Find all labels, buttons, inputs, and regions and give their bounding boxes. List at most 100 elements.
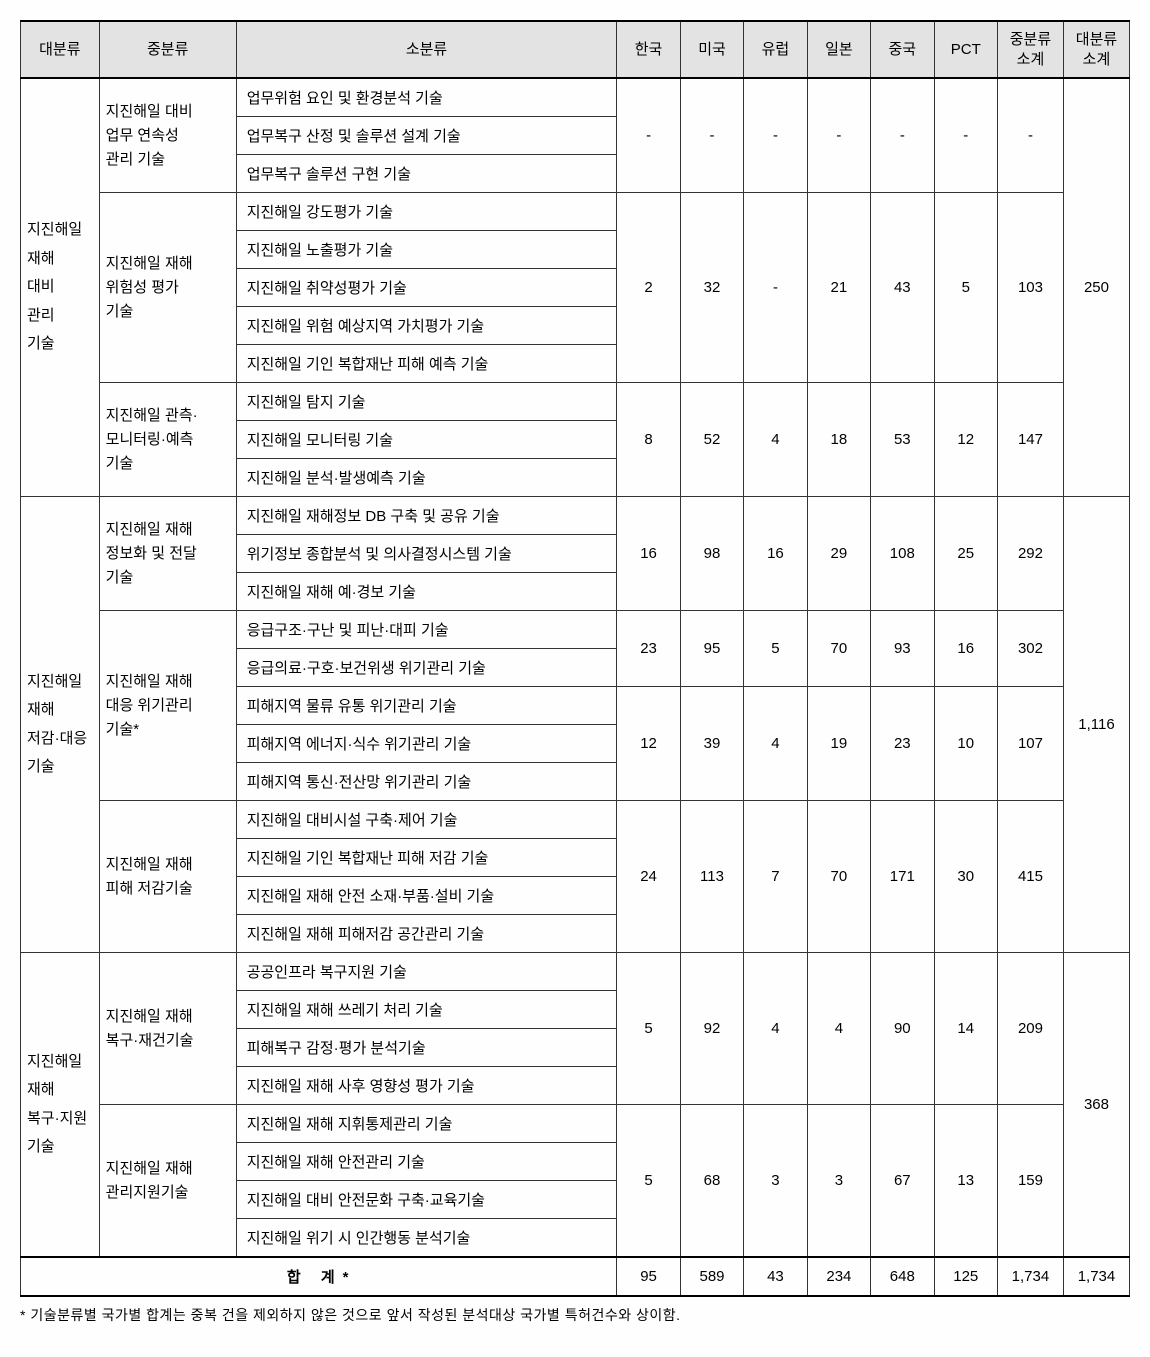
value-cell: 368 bbox=[1063, 953, 1129, 1258]
totals-value: 95 bbox=[617, 1257, 680, 1296]
value-cell: 209 bbox=[997, 953, 1063, 1105]
sub-category: 공공인프라 복구지원 기술 bbox=[236, 953, 617, 991]
value-cell: 250 bbox=[1063, 78, 1129, 497]
table-header-row: 대분류중분류소분류한국미국유럽일본중국PCT중분류 소계대분류 소계 bbox=[21, 21, 1130, 78]
value-cell: 39 bbox=[680, 687, 743, 801]
value-cell: 5 bbox=[617, 953, 680, 1105]
value-cell: 21 bbox=[807, 193, 870, 383]
value-cell: 92 bbox=[680, 953, 743, 1105]
value-cell: 16 bbox=[617, 497, 680, 611]
value-cell: 4 bbox=[744, 953, 807, 1105]
sub-category: 지진해일 취약성평가 기술 bbox=[236, 269, 617, 307]
col-header: 중국 bbox=[871, 21, 934, 78]
value-cell: 16 bbox=[934, 611, 997, 687]
value-cell: 29 bbox=[807, 497, 870, 611]
totals-label: 합 계* bbox=[21, 1257, 617, 1296]
value-cell: 415 bbox=[997, 801, 1063, 953]
sub-category: 응급구조·구난 및 피난·대피 기술 bbox=[236, 611, 617, 649]
value-cell: 302 bbox=[997, 611, 1063, 687]
col-header: 대분류 소계 bbox=[1063, 21, 1129, 78]
mid-category: 지진해일 재해 대응 위기관리 기술* bbox=[99, 611, 236, 801]
table-row: 지진해일 재해 대응 위기관리 기술*응급구조·구난 및 피난·대피 기술239… bbox=[21, 611, 1130, 649]
table-row: 지진해일 재해 위험성 평가 기술지진해일 강도평가 기술232-2143510… bbox=[21, 193, 1130, 231]
sub-category: 업무복구 산정 및 솔루션 설계 기술 bbox=[236, 117, 617, 155]
value-cell: 18 bbox=[807, 383, 870, 497]
value-cell: 67 bbox=[871, 1105, 934, 1258]
sub-category: 지진해일 기인 복합재난 피해 저감 기술 bbox=[236, 839, 617, 877]
value-cell: 68 bbox=[680, 1105, 743, 1258]
value-cell: - bbox=[744, 78, 807, 193]
mid-category: 지진해일 관측· 모니터링·예측 기술 bbox=[99, 383, 236, 497]
value-cell: 24 bbox=[617, 801, 680, 953]
value-cell: - bbox=[744, 193, 807, 383]
totals-row: 합 계*95589432346481251,7341,734 bbox=[21, 1257, 1130, 1296]
value-cell: 171 bbox=[871, 801, 934, 953]
col-header: 미국 bbox=[680, 21, 743, 78]
sub-category: 피해지역 통신·전산망 위기관리 기술 bbox=[236, 763, 617, 801]
value-cell: 25 bbox=[934, 497, 997, 611]
value-cell: 52 bbox=[680, 383, 743, 497]
value-cell: 19 bbox=[807, 687, 870, 801]
totals-value: 125 bbox=[934, 1257, 997, 1296]
value-cell: 5 bbox=[744, 611, 807, 687]
sub-category: 지진해일 분석·발생예측 기술 bbox=[236, 459, 617, 497]
major-category: 지진해일 재해 복구·지원 기술 bbox=[21, 953, 100, 1258]
sub-category: 지진해일 위기 시 인간행동 분석기술 bbox=[236, 1219, 617, 1258]
table-row: 지진해일 재해 저감·대응 기술지진해일 재해 정보화 및 전달 기술지진해일 … bbox=[21, 497, 1130, 535]
table-body: 지진해일 재해 대비 관리 기술지진해일 대비 업무 연속성 관리 기술업무위험… bbox=[21, 78, 1130, 1257]
table-row: 지진해일 재해 피해 저감기술지진해일 대비시설 구축·제어 기술2411377… bbox=[21, 801, 1130, 839]
value-cell: 103 bbox=[997, 193, 1063, 383]
totals-value: 43 bbox=[744, 1257, 807, 1296]
totals-value: 589 bbox=[680, 1257, 743, 1296]
col-header: 소분류 bbox=[236, 21, 617, 78]
totals-value: 234 bbox=[807, 1257, 870, 1296]
value-cell: 70 bbox=[807, 801, 870, 953]
value-cell: 4 bbox=[744, 687, 807, 801]
value-cell: 7 bbox=[744, 801, 807, 953]
sub-category: 지진해일 재해 예·경보 기술 bbox=[236, 573, 617, 611]
col-header: 유럽 bbox=[744, 21, 807, 78]
value-cell: 8 bbox=[617, 383, 680, 497]
col-header: 일본 bbox=[807, 21, 870, 78]
value-cell: 14 bbox=[934, 953, 997, 1105]
value-cell: 32 bbox=[680, 193, 743, 383]
sub-category: 응급의료·구호·보건위생 위기관리 기술 bbox=[236, 649, 617, 687]
value-cell: 2 bbox=[617, 193, 680, 383]
table-row: 지진해일 재해 관리지원기술지진해일 재해 지휘통제관리 기술568336713… bbox=[21, 1105, 1130, 1143]
value-cell: 13 bbox=[934, 1105, 997, 1258]
col-header: 중분류 bbox=[99, 21, 236, 78]
value-cell: 1,116 bbox=[1063, 497, 1129, 953]
table-row: 지진해일 재해 대비 관리 기술지진해일 대비 업무 연속성 관리 기술업무위험… bbox=[21, 78, 1130, 117]
value-cell: 159 bbox=[997, 1105, 1063, 1258]
mid-category: 지진해일 재해 정보화 및 전달 기술 bbox=[99, 497, 236, 611]
value-cell: 147 bbox=[997, 383, 1063, 497]
value-cell: - bbox=[934, 78, 997, 193]
value-cell: 23 bbox=[871, 687, 934, 801]
sub-category: 피해지역 에너지·식수 위기관리 기술 bbox=[236, 725, 617, 763]
major-category: 지진해일 재해 대비 관리 기술 bbox=[21, 78, 100, 497]
value-cell: 3 bbox=[807, 1105, 870, 1258]
totals-value: 648 bbox=[871, 1257, 934, 1296]
sub-category: 지진해일 대비 안전문화 구축·교육기술 bbox=[236, 1181, 617, 1219]
sub-category: 피해지역 물류 유통 위기관리 기술 bbox=[236, 687, 617, 725]
sub-category: 업무위험 요인 및 환경분석 기술 bbox=[236, 78, 617, 117]
value-cell: 5 bbox=[617, 1105, 680, 1258]
sub-category: 지진해일 재해정보 DB 구축 및 공유 기술 bbox=[236, 497, 617, 535]
value-cell: - bbox=[617, 78, 680, 193]
sub-category: 위기정보 종합분석 및 의사결정시스템 기술 bbox=[236, 535, 617, 573]
sub-category: 지진해일 탐지 기술 bbox=[236, 383, 617, 421]
col-header: 한국 bbox=[617, 21, 680, 78]
totals-value: 1,734 bbox=[1063, 1257, 1129, 1296]
col-header: PCT bbox=[934, 21, 997, 78]
value-cell: 10 bbox=[934, 687, 997, 801]
value-cell: 108 bbox=[871, 497, 934, 611]
table-row: 지진해일 재해 복구·지원 기술지진해일 재해 복구·재건기술공공인프라 복구지… bbox=[21, 953, 1130, 991]
value-cell: - bbox=[680, 78, 743, 193]
value-cell: 43 bbox=[871, 193, 934, 383]
sub-category: 지진해일 재해 피해저감 공간관리 기술 bbox=[236, 915, 617, 953]
sub-category: 지진해일 재해 안전관리 기술 bbox=[236, 1143, 617, 1181]
sub-category: 피해복구 감정·평가 분석기술 bbox=[236, 1029, 617, 1067]
mid-category: 지진해일 재해 관리지원기술 bbox=[99, 1105, 236, 1258]
value-cell: 4 bbox=[744, 383, 807, 497]
value-cell: 107 bbox=[997, 687, 1063, 801]
